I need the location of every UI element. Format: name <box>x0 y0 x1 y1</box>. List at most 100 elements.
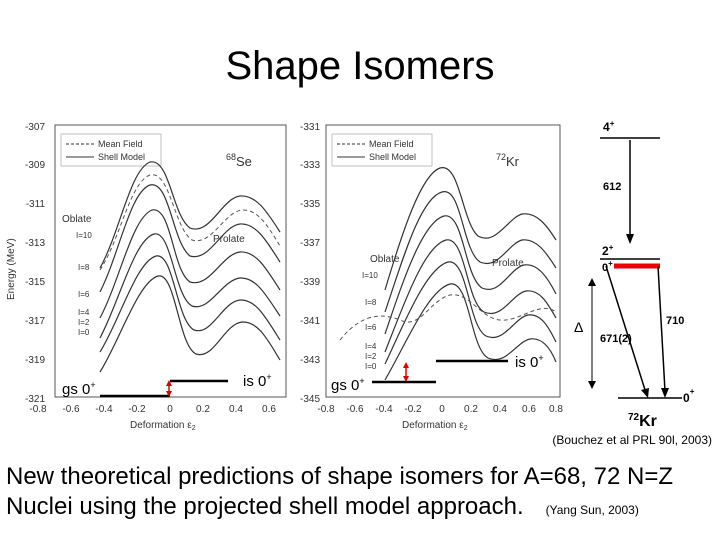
x-tick: 0.6 <box>262 404 276 415</box>
x-tick: 0.4 <box>229 404 243 415</box>
legend-mean-field: Mean Field <box>369 139 414 149</box>
spin-label: I=6 <box>365 323 377 332</box>
arrow-head-down <box>661 388 669 398</box>
curve <box>99 233 281 339</box>
caption-line: Nuclei using the projected shell model a… <box>6 493 639 520</box>
caption-line: New theoretical predictions of shape iso… <box>6 463 674 490</box>
caption: New theoretical predictions of shape iso… <box>6 462 718 525</box>
spin-label: I=0 <box>78 328 90 337</box>
spin-label: I=0 <box>365 362 377 371</box>
x-tick: 0.6 <box>522 404 536 415</box>
x-tick: -0.6 <box>62 404 80 415</box>
gs-label: gs 0+ <box>62 380 96 398</box>
transition-energy: 612 <box>603 181 621 193</box>
spin-label: I=8 <box>365 298 377 307</box>
x-tick: 0.2 <box>464 404 478 415</box>
plot-72kr: -331 -333 -335 -337 -339 -341 -343 -345 … <box>300 122 563 432</box>
level-label: 2+ <box>602 243 614 258</box>
oblate-label: Oblate <box>62 214 92 225</box>
spin-label: I=2 <box>78 318 90 327</box>
y-tick: -317 <box>25 316 45 327</box>
mean-field-curve <box>339 294 557 341</box>
x-tick: 0 <box>439 404 445 415</box>
y-tick: -343 <box>300 355 320 366</box>
x-tick: -0.8 <box>317 404 335 415</box>
plot-frame <box>54 124 287 398</box>
x-tick: -0.8 <box>29 404 47 415</box>
legend-shell-model: Shell Model <box>98 152 145 162</box>
arrow-head-down <box>166 391 172 397</box>
y-tick: -321 <box>25 394 45 405</box>
level-label: 4+ <box>603 119 615 134</box>
gs-label: gs 0+ <box>331 376 365 394</box>
plot-68se: -307 -309 -311 -313 -315 -317 -319 -321 … <box>6 122 287 432</box>
y-tick: -319 <box>25 355 45 366</box>
transition-energy: 671(2) <box>600 333 632 345</box>
legend-box <box>60 133 162 167</box>
nucleus-label: 72Kr <box>628 412 657 430</box>
arrow-head-down <box>641 388 649 398</box>
is-label: is 0+ <box>243 372 272 390</box>
legend-box <box>331 133 433 167</box>
y-tick: -341 <box>300 316 320 327</box>
legend-shell-model: Shell Model <box>369 152 416 162</box>
spin-label: I=8 <box>78 263 90 272</box>
gamma-transition <box>657 265 666 392</box>
x-tick: -0.4 <box>95 404 113 415</box>
arrow-head-down <box>403 376 409 382</box>
oblate-label: Oblate <box>370 254 400 265</box>
gamma-transition <box>605 265 647 394</box>
curve <box>384 239 557 353</box>
curve <box>384 283 557 381</box>
prolate-label: Prolate <box>492 258 524 269</box>
slide-title: Shape Isomers <box>225 44 495 88</box>
arrow-head-up <box>166 380 172 386</box>
spin-label: I=6 <box>78 290 90 299</box>
y-axis-label: Energy (MeV) <box>6 238 17 300</box>
curve <box>99 209 281 319</box>
curve <box>99 275 281 373</box>
spin-label: I=10 <box>76 231 92 240</box>
x-tick: 0 <box>167 404 173 415</box>
curve <box>384 215 557 335</box>
level-label: 0+ <box>602 259 613 274</box>
y-tick: -335 <box>300 199 320 210</box>
x-tick: 0.8 <box>549 404 563 415</box>
x-axis-label: Deformation ε2 <box>130 420 196 432</box>
x-tick: 0.2 <box>196 404 210 415</box>
spin-label: I=4 <box>365 342 377 351</box>
caption-reference: (Yang Sun, 2003) <box>545 503 639 517</box>
figure: -307 -309 -311 -313 -315 -317 -319 -321 … <box>6 119 695 432</box>
curve <box>99 161 281 269</box>
y-tick: -333 <box>300 160 320 171</box>
y-tick: -307 <box>25 122 45 133</box>
x-tick: -0.4 <box>375 404 393 415</box>
x-axis-label: Deformation ε2 <box>402 420 468 432</box>
x-tick: -0.2 <box>128 404 146 415</box>
y-tick: -345 <box>300 394 320 405</box>
curve <box>384 191 557 313</box>
y-tick: -337 <box>300 238 320 249</box>
y-tick: -309 <box>25 160 45 171</box>
prolate-label: Prolate <box>213 234 245 245</box>
arrow-head-up <box>588 278 596 286</box>
y-tick: -339 <box>300 277 320 288</box>
y-tick: -315 <box>25 277 45 288</box>
curve <box>99 255 281 353</box>
is-label: is 0+ <box>515 353 544 371</box>
x-tick: -0.6 <box>346 404 364 415</box>
level-label: 0+ <box>683 387 695 405</box>
nucleus-label: 68Se <box>226 152 252 169</box>
level-scheme-72kr: 4+ 612 2+ 0+ Δ 671(2) 710 0+ 72Kr <box>574 119 695 430</box>
transition-energy: 710 <box>666 315 684 327</box>
x-tick: -0.2 <box>404 404 422 415</box>
plot-frame <box>325 124 561 398</box>
spin-label: I=4 <box>78 308 90 317</box>
delta-label: Δ <box>574 319 583 335</box>
x-tick: 0.4 <box>493 404 507 415</box>
curve <box>384 261 557 365</box>
nucleus-label: 72Kr <box>496 152 520 169</box>
y-tick: -331 <box>300 122 320 133</box>
y-tick: -313 <box>25 238 45 249</box>
spin-label: I=10 <box>362 271 378 280</box>
